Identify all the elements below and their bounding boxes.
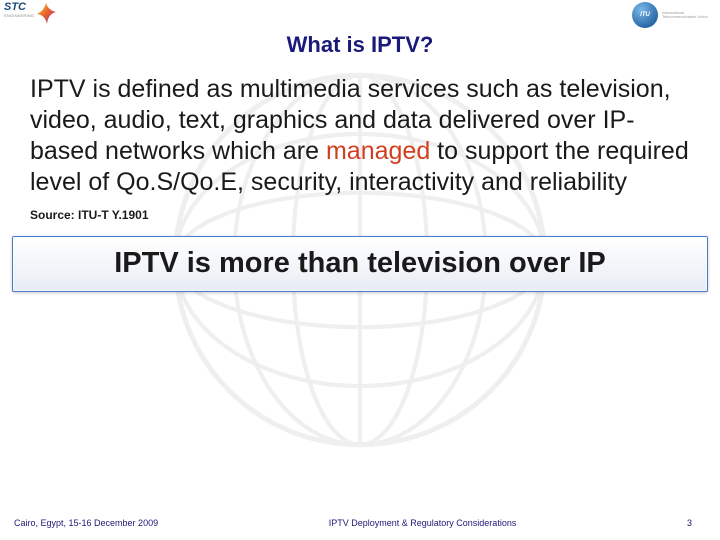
- slide-number: 3: [687, 518, 692, 528]
- footer-location-date: Cairo, Egypt, 15-16 December 2009: [14, 518, 158, 528]
- callout-box: IPTV is more than television over IP: [12, 236, 708, 292]
- itu-caption: International Telecommunication Union: [662, 11, 712, 20]
- body-highlight: managed: [326, 137, 430, 165]
- source-citation: Source: ITU-T Y.1901: [0, 202, 720, 222]
- definition-text: IPTV is defined as multimedia services s…: [0, 58, 720, 202]
- footer: Cairo, Egypt, 15-16 December 2009 IPTV D…: [0, 518, 720, 528]
- star-icon: [34, 2, 58, 26]
- slide-title: What is IPTV?: [0, 32, 720, 58]
- stc-logo-text: STC: [4, 2, 34, 13]
- stc-logo: STC ENGINEERING: [4, 2, 58, 26]
- itu-logo: ITU International Telecommunication Unio…: [632, 2, 712, 28]
- footer-title: IPTV Deployment & Regulatory Considerati…: [158, 518, 687, 528]
- callout-text: IPTV is more than television over IP: [27, 247, 693, 279]
- itu-badge-text: ITU: [640, 12, 650, 18]
- stc-logo-sub: ENGINEERING: [4, 13, 34, 18]
- itu-badge-icon: ITU: [632, 2, 658, 28]
